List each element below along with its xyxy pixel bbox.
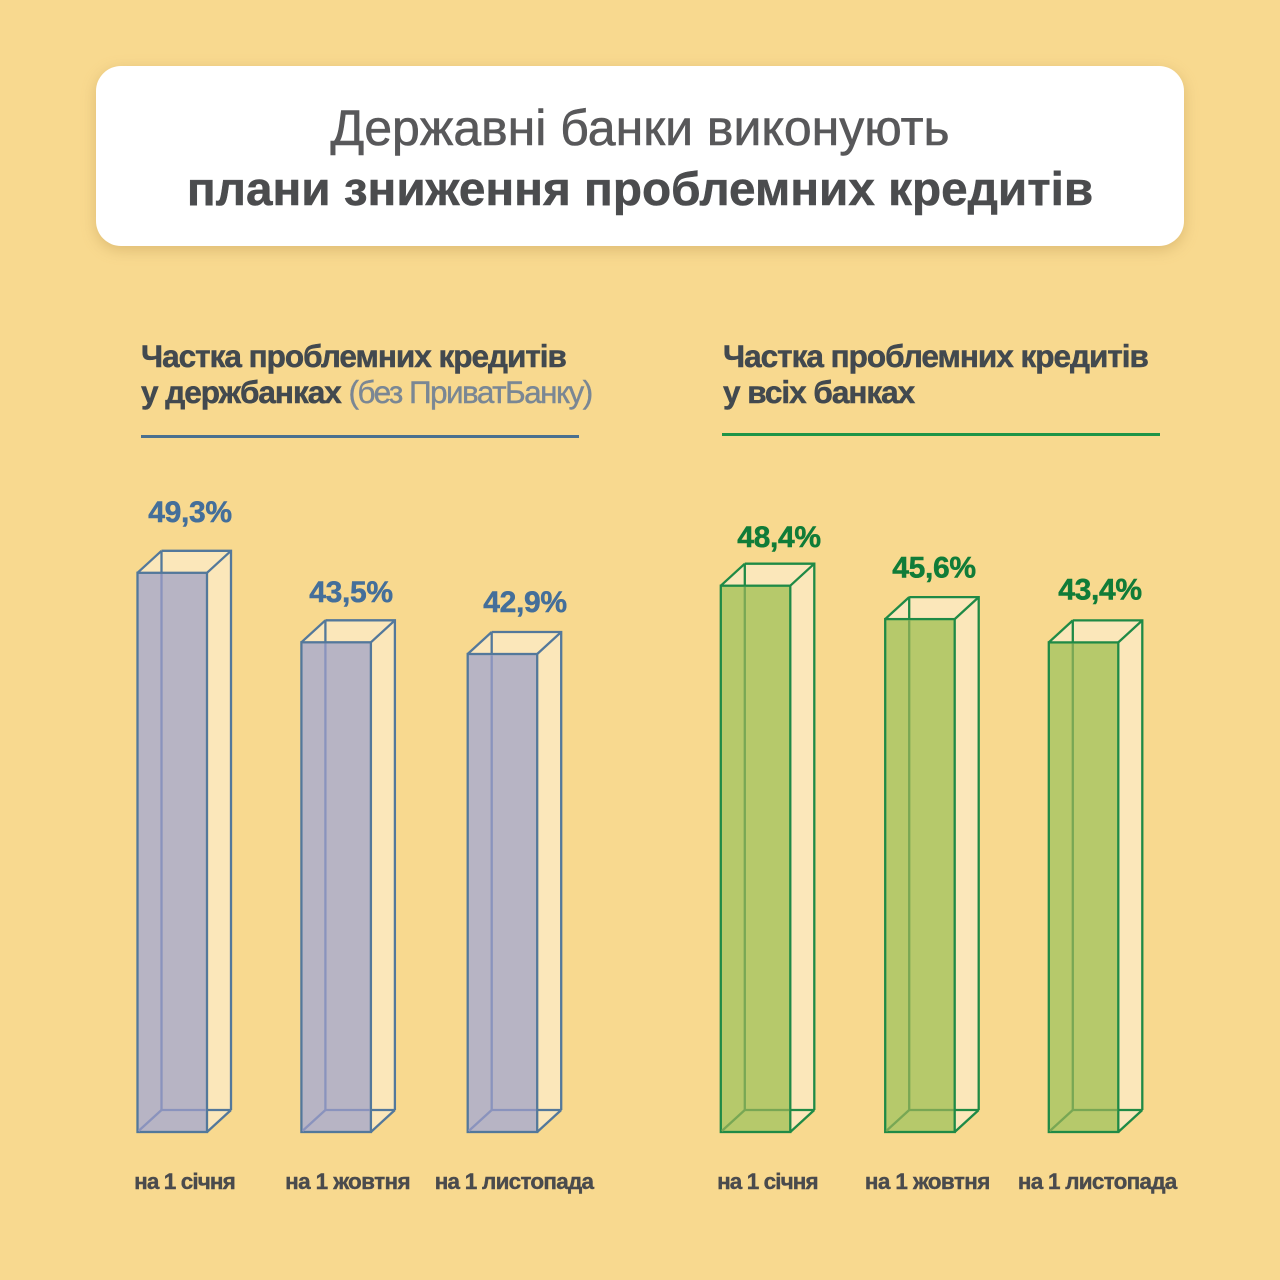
svg-text:на 1 листопада: на 1 листопада <box>1018 1169 1178 1194</box>
svg-text:на 1 січня: на 1 січня <box>717 1169 818 1194</box>
svg-text:на 1 жовтня: на 1 жовтня <box>285 1169 410 1194</box>
svg-text:49,3%: 49,3% <box>148 496 232 529</box>
svg-text:48,4%: 48,4% <box>737 521 821 554</box>
svg-text:45,6%: 45,6% <box>892 552 976 585</box>
svg-text:у держбанках (без ПриватБанку): у держбанках (без ПриватБанку) <box>141 374 592 410</box>
svg-text:Частка проблемних кредитів: Частка проблемних кредитів <box>141 338 567 374</box>
svg-text:43,4%: 43,4% <box>1058 574 1142 607</box>
svg-text:Державні банки виконують: Державні банки виконують <box>330 100 949 156</box>
svg-text:на 1 січня: на 1 січня <box>134 1169 235 1194</box>
svg-text:плани зниження проблемних кред: плани зниження проблемних кредитів <box>187 163 1093 216</box>
svg-text:у всіх банках: у всіх банках <box>723 374 916 410</box>
svg-text:43,5%: 43,5% <box>309 576 393 609</box>
svg-text:42,9%: 42,9% <box>483 586 567 619</box>
svg-text:Частка проблемних кредитів: Частка проблемних кредитів <box>723 338 1149 374</box>
svg-text:на 1 листопада: на 1 листопада <box>435 1169 595 1194</box>
svg-text:на 1 жовтня: на 1 жовтня <box>865 1169 990 1194</box>
